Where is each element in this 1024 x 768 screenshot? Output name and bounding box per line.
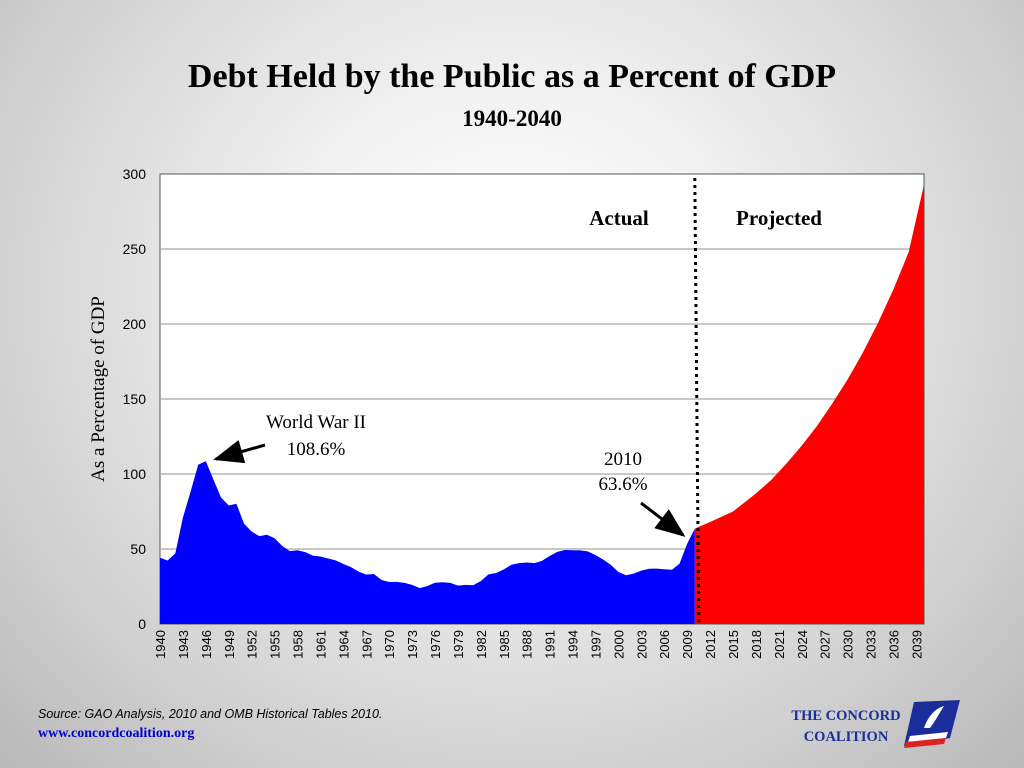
x-tick-label: 1994 xyxy=(566,630,581,659)
x-tick-label: 1949 xyxy=(222,630,237,659)
x-tick-label: 1976 xyxy=(428,630,443,659)
x-tick-label: 2003 xyxy=(634,630,649,659)
x-tick-label: 2027 xyxy=(818,630,833,659)
logo-line-1: THE CONCORD xyxy=(791,708,901,724)
concord-coalition-logo-icon xyxy=(904,700,960,748)
concord-coalition-logo-text: THE CONCORD COALITION xyxy=(770,706,922,748)
x-tick-label: 1955 xyxy=(268,630,283,659)
x-tick-label: 1988 xyxy=(520,630,535,659)
y-tick-label: 250 xyxy=(123,241,147,257)
y-tick-label: 200 xyxy=(123,316,147,332)
x-axis-ticks: 1940 1943 1946 1949 1952 1955 1958 1961 1964 1967… xyxy=(153,630,924,659)
x-tick-label: 1958 xyxy=(291,630,306,659)
annotation-ww2-label: World War II xyxy=(266,412,366,433)
annotation-2010-label: 2010 xyxy=(604,449,642,470)
chart-subtitle: 1940-2040 xyxy=(462,106,562,131)
chart-title: Debt Held by the Public as a Percent of … xyxy=(187,58,837,95)
y-tick-label: 100 xyxy=(123,466,147,482)
annotation-ww2-arrow xyxy=(213,440,266,464)
x-tick-label: 2024 xyxy=(795,630,810,659)
x-tick-label: 1964 xyxy=(336,630,351,659)
x-tick-label: 2000 xyxy=(611,630,626,659)
projected-debt-area xyxy=(694,184,924,624)
x-tick-label: 1946 xyxy=(199,630,214,659)
x-tick-label: 2036 xyxy=(886,630,901,659)
y-axis-ticks: 0 50 100 150 200 250 300 xyxy=(123,166,147,632)
region-label-projected: Projected xyxy=(736,206,822,230)
x-tick-label: 1967 xyxy=(359,630,374,659)
x-tick-label: 1997 xyxy=(588,630,603,659)
x-tick-label: 2018 xyxy=(749,630,764,659)
x-tick-label: 1973 xyxy=(405,630,420,659)
logo-line-2: COALITION xyxy=(803,729,889,745)
x-tick-label: 1985 xyxy=(497,630,512,659)
x-tick-label: 1970 xyxy=(382,630,397,659)
x-tick-label: 2039 xyxy=(909,630,924,659)
y-tick-label: 50 xyxy=(130,541,146,557)
x-tick-label: 1982 xyxy=(474,630,489,659)
x-tick-label: 2012 xyxy=(703,630,718,659)
annotation-2010-value: 63.6% xyxy=(598,474,647,495)
x-tick-label: 1979 xyxy=(451,630,466,659)
x-tick-label: 2021 xyxy=(772,630,787,659)
actual-debt-area xyxy=(160,461,695,624)
x-tick-label: 1952 xyxy=(245,630,260,659)
y-tick-label: 300 xyxy=(123,166,147,182)
x-tick-label: 1991 xyxy=(543,630,558,659)
annotation-2010-arrow xyxy=(640,501,686,537)
x-tick-label: 1943 xyxy=(176,630,191,659)
x-tick-label: 2015 xyxy=(726,630,741,659)
region-label-actual: Actual xyxy=(589,206,649,230)
source-note: Source: GAO Analysis, 2010 and OMB Histo… xyxy=(38,707,383,721)
y-axis-label: As a Percentage of GDP xyxy=(88,296,109,482)
x-tick-label: 2030 xyxy=(841,630,856,659)
y-tick-label: 0 xyxy=(138,616,146,632)
website-link[interactable]: www.concordcoalition.org xyxy=(38,726,195,741)
annotation-ww2-value: 108.6% xyxy=(287,439,346,460)
x-tick-label: 1961 xyxy=(313,630,328,659)
actual-projected-divider xyxy=(693,177,701,625)
x-tick-label: 2009 xyxy=(680,630,695,659)
y-tick-label: 150 xyxy=(123,391,147,407)
x-tick-label: 2033 xyxy=(864,630,879,659)
x-tick-label: 2006 xyxy=(657,630,672,659)
x-tick-label: 1940 xyxy=(153,630,168,659)
